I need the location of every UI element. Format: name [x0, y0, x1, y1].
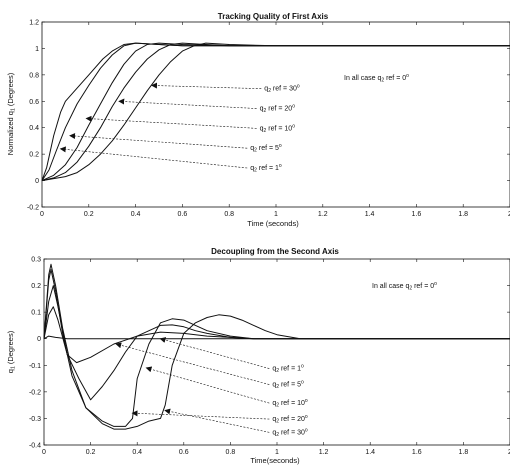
bottom-xtick-label: 0.2 [86, 449, 96, 456]
bottom-xtick-label: 2 [508, 449, 510, 456]
bottom-chart-title: Decoupling from the Second Axis [211, 247, 339, 256]
bottom-annotation-label: q2 ref = 30o [272, 427, 308, 438]
bottom-annotation-label: q2 ref = 20o [272, 414, 308, 425]
bottom-series-line-20 [43, 269, 510, 427]
top-series-line-30 [41, 42, 510, 182]
top-xtick-label: 1.8 [458, 211, 468, 218]
bottom-chart-note: In all case q2 ref = 0o [372, 281, 437, 292]
top-annotation-label: q2 ref = 30o [264, 84, 300, 95]
top-chart-ylabel: Normalized q1 (Degrees) [6, 72, 17, 155]
top-ytick-label: 1.2 [29, 20, 39, 27]
bottom-chart-series [43, 263, 510, 430]
top-xtick-label: 0.6 [178, 211, 188, 218]
bottom-chart-ylabel: q1 (Degrees) [6, 330, 17, 373]
top-ytick-label: 0 [35, 178, 39, 185]
bottom-annotation-label: q2 ref = 5o [272, 380, 304, 391]
top-xtick-label: 1.6 [412, 211, 422, 218]
bottom-series-line-30 [43, 263, 510, 430]
top-chart: Tracking Quality of First Axis 0 0.2 0.4 0.… [6, 12, 510, 228]
bottom-ytick-label: 0.2 [31, 283, 41, 290]
bottom-annotation-arrow [164, 408, 270, 433]
top-chart-series [41, 42, 510, 182]
bottom-ytick-label: 0.3 [31, 257, 41, 264]
bottom-xtick-label: 0.6 [179, 449, 189, 456]
bottom-annotation-arrow [131, 410, 270, 420]
top-chart-note: In all case q2 ref = 0o [344, 73, 409, 84]
bottom-ytick-label: -0.4 [29, 443, 41, 450]
bottom-annotation-label: q2 ref = 10o [272, 398, 308, 409]
bottom-chart: Decoupling from the Second Axis 0 0.2 0.4 0… [6, 247, 510, 465]
bottom-xtick-label: 1 [275, 449, 279, 456]
bottom-ytick-label: -0.1 [29, 363, 41, 370]
top-xtick-label: 2 [508, 211, 510, 218]
top-xtick-label: 1.4 [365, 211, 375, 218]
top-annotation-label: q2 ref = 10o [260, 123, 296, 134]
top-xtick-label: 0 [40, 211, 44, 218]
bottom-annotation-arrow [145, 366, 270, 404]
top-xtick-label: 1.2 [318, 211, 328, 218]
bottom-annotation-arrow [115, 342, 270, 385]
top-annotation-arrow [118, 98, 257, 109]
top-ytick-label: 0.2 [29, 152, 39, 159]
bottom-xtick-label: 1.8 [459, 449, 469, 456]
bottom-ytick-label: 0 [37, 336, 41, 343]
top-annotation-label: q2 ref = 5o [250, 143, 282, 154]
bottom-ytick-label: -0.2 [29, 389, 41, 396]
top-annotation-label: q2 ref = 20o [260, 104, 296, 115]
top-chart-xlabel: Time (seconds) [247, 219, 299, 228]
bottom-xtick-label: 1.4 [365, 449, 375, 456]
bottom-xtick-label: 1.2 [319, 449, 329, 456]
top-ytick-label: 1 [35, 46, 39, 53]
bottom-chart-annotations: q2 ref = 1o q2 ref = 5o q2 ref = 10o q2 ref… [115, 337, 308, 438]
top-ytick-label: 0.4 [29, 125, 39, 132]
top-annotation-label: q2 ref = 1o [250, 163, 282, 174]
bottom-xtick-label: 0.4 [132, 449, 142, 456]
top-annotation-arrow [150, 82, 262, 90]
bottom-xtick-label: 0 [42, 449, 46, 456]
bottom-xtick-label: 1.6 [412, 449, 422, 456]
bottom-ytick-label: -0.3 [29, 416, 41, 423]
top-ytick-label: 0.8 [29, 72, 39, 79]
top-annotation-arrow [85, 115, 257, 129]
top-xtick-label: 0.8 [224, 211, 234, 218]
top-chart-ticks: 00.20.40.60.811.21.41.61.82-0.200.20.40.… [27, 20, 510, 218]
top-xtick-label: 1 [274, 211, 278, 218]
top-xtick-label: 0.2 [84, 211, 94, 218]
bottom-annotation-label: q2 ref = 1o [272, 364, 304, 375]
top-annotation-arrow [69, 133, 248, 149]
bottom-ytick-label: 0.1 [31, 310, 41, 317]
bottom-chart-xlabel: Time(seconds) [250, 456, 300, 465]
top-chart-title: Tracking Quality of First Axis [218, 12, 329, 21]
top-ytick-label: -0.2 [27, 205, 39, 212]
bottom-xtick-label: 0.8 [226, 449, 236, 456]
top-series-line-20 [41, 42, 510, 182]
bottom-chart-ticks: 0 0.2 0.4 0.6 0.8 1 1.2 1.4 1.6 1.8 2 -0.4 -0.3 -0.2 -… [29, 257, 510, 456]
top-ytick-label: 0.6 [29, 99, 39, 106]
top-chart-annotations: q2 ref = 30o q2 ref = 20o q2 ref = 10o q2 r… [59, 82, 300, 174]
bottom-series-line-10 [43, 285, 510, 401]
top-chart-plot-area [41, 21, 510, 208]
top-xtick-label: 0.4 [131, 211, 141, 218]
bottom-annotation-arrow [159, 337, 270, 369]
bottom-chart-plot-area [43, 258, 510, 446]
